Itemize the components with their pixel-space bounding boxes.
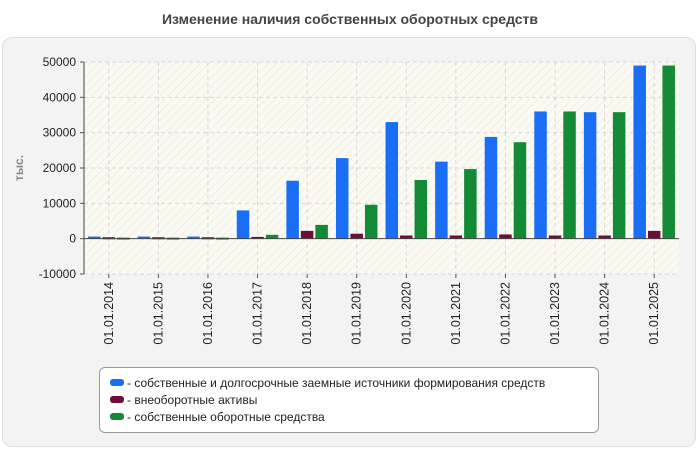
y-tick-label: -10000 [39, 267, 77, 281]
bar-series-3 [364, 204, 378, 239]
y-tick-label: 0 [69, 232, 76, 246]
bar-series-3 [612, 112, 626, 239]
x-tick-label: 01.01.2014 [102, 282, 116, 345]
y-tick-label: 40000 [43, 90, 77, 104]
x-tick-label: 01.01.2015 [151, 282, 165, 345]
x-tick-label: 01.01.2018 [300, 282, 314, 345]
legend-label-series-2: - внеоборотные активы [127, 392, 258, 407]
legend-swatch-series-2 [110, 396, 124, 403]
y-axis-label: тыс. [12, 155, 26, 181]
legend-swatch-series-1 [110, 379, 124, 386]
bar-series-1 [335, 158, 349, 239]
bar-series-1 [435, 161, 448, 239]
legend-label-series-1: - собственные и долгосрочные заемные ист… [127, 375, 546, 390]
bar-series-2 [598, 235, 611, 239]
bar-series-1 [137, 236, 151, 239]
legend-item: - собственные и долгосрочные заемные ист… [110, 374, 590, 391]
bar-series-1 [286, 180, 299, 239]
x-tick-label: 01.01.2023 [548, 282, 562, 345]
legend-swatch-series-3 [110, 413, 124, 420]
bar-series-3 [315, 224, 328, 239]
bar-series-1 [88, 236, 101, 239]
bar-series-2 [251, 236, 264, 239]
bar-series-2 [449, 235, 463, 239]
legend-item: - внеоборотные активы [110, 391, 590, 408]
bar-series-1 [633, 65, 646, 239]
bar-series-3 [414, 180, 428, 239]
x-tick-label: 01.01.2022 [498, 282, 512, 345]
bar-series-2 [350, 233, 363, 239]
legend-item: - собственные оборотные средства [110, 408, 590, 425]
x-tick-label: 01.01.2016 [201, 282, 215, 345]
bar-series-3 [662, 65, 675, 239]
bar-series-2 [300, 230, 314, 239]
bar-series-2 [548, 235, 562, 239]
y-tick-label: 10000 [43, 196, 77, 210]
x-tick-label: 01.01.2021 [449, 282, 463, 345]
y-tick-label: 30000 [43, 126, 77, 140]
bar-series-1 [484, 136, 498, 239]
legend-label-series-3: - собственные оборотные средства [127, 409, 325, 424]
bar-series-1 [385, 122, 399, 239]
bar-series-1 [583, 112, 597, 239]
y-tick-label: 20000 [43, 161, 77, 175]
bar-series-3 [513, 142, 527, 239]
bar-series-2 [400, 235, 413, 239]
bar-series-2 [499, 234, 512, 239]
chart-legend: - собственные и долгосрочные заемные ист… [99, 367, 599, 433]
bar-series-3 [265, 234, 279, 239]
chart-title: Изменение наличия собственных оборотных … [161, 11, 539, 27]
bar-series-2 [647, 230, 661, 239]
x-tick-label: 01.01.2025 [647, 282, 661, 345]
bar-series-1 [534, 111, 547, 239]
x-tick-label: 01.01.2017 [251, 282, 265, 345]
bar-series-1 [236, 210, 250, 239]
bar-series-3 [563, 111, 576, 239]
bar-series-3 [464, 169, 477, 239]
bar-series-1 [187, 236, 200, 239]
x-tick-label: 01.01.2024 [598, 282, 612, 345]
y-tick-label: 50000 [43, 55, 77, 69]
x-tick-label: 01.01.2020 [399, 282, 413, 345]
x-tick-label: 01.01.2019 [350, 282, 364, 345]
